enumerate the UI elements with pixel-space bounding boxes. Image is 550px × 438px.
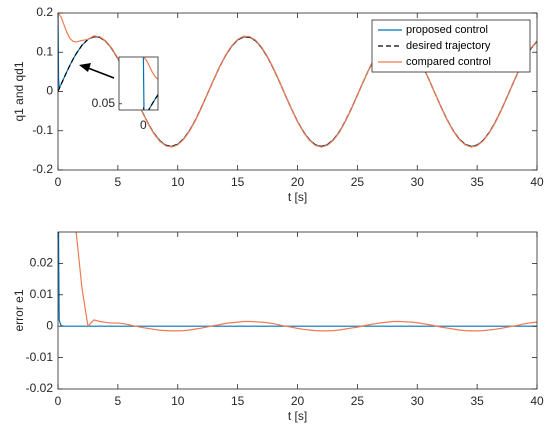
x-tick-label: 10 xyxy=(171,175,185,189)
plot-area xyxy=(58,232,537,389)
x-tick-label: 30 xyxy=(411,175,425,189)
legend-label: compared control xyxy=(406,56,491,68)
y-tick-label: -0.1 xyxy=(32,123,53,137)
y-tick-label: -0.01 xyxy=(26,350,54,364)
x-tick-label: 5 xyxy=(115,394,122,408)
x-tick-label: 40 xyxy=(530,394,544,408)
x-tick-label: 15 xyxy=(231,394,245,408)
x-tick-label: 35 xyxy=(470,394,484,408)
x-tick-label: 15 xyxy=(231,175,245,189)
y-tick-label: -0.2 xyxy=(32,162,53,176)
inset-arrow xyxy=(79,63,115,79)
y-tick-label: 0.02 xyxy=(30,256,54,270)
series-group xyxy=(58,13,537,148)
y-tick-label: 0.1 xyxy=(36,44,53,58)
inset-x-tick-label: 0 xyxy=(140,118,147,132)
legend-label: proposed control xyxy=(406,24,488,36)
x-tick-label: 25 xyxy=(351,394,365,408)
x-tick-label: 10 xyxy=(171,394,185,408)
series-line xyxy=(58,13,537,148)
y-tick-label: 0.01 xyxy=(30,287,54,301)
x-axis-label: t [s] xyxy=(288,409,307,423)
series-group xyxy=(58,232,537,332)
x-tick-label: 35 xyxy=(470,175,484,189)
y-tick-label: 0 xyxy=(46,84,53,98)
x-tick-label: 20 xyxy=(291,175,305,189)
y-tick-label: 0 xyxy=(46,318,53,332)
y-axis-label: q1 and qd1 xyxy=(12,61,26,121)
legend-label: desired trajectory xyxy=(406,40,491,52)
x-tick-label: 20 xyxy=(291,394,305,408)
inset-box xyxy=(118,56,159,111)
y-axis-label: error e1 xyxy=(12,289,26,331)
x-tick-label: 25 xyxy=(351,175,365,189)
x-tick-label: 40 xyxy=(530,175,544,189)
x-tick-label: 30 xyxy=(411,394,425,408)
x-tick-label: 0 xyxy=(55,175,62,189)
series-line xyxy=(58,232,537,327)
x-tick-label: 5 xyxy=(115,175,122,189)
x-axis-label: t [s] xyxy=(288,190,307,204)
inset-y-tick-label: 0.05 xyxy=(92,96,116,110)
y-tick-label: -0.02 xyxy=(26,381,54,395)
x-tick-label: 0 xyxy=(55,394,62,408)
y-tick-label: 0.2 xyxy=(36,5,53,19)
inset-area xyxy=(119,57,158,110)
series-line xyxy=(75,232,537,332)
